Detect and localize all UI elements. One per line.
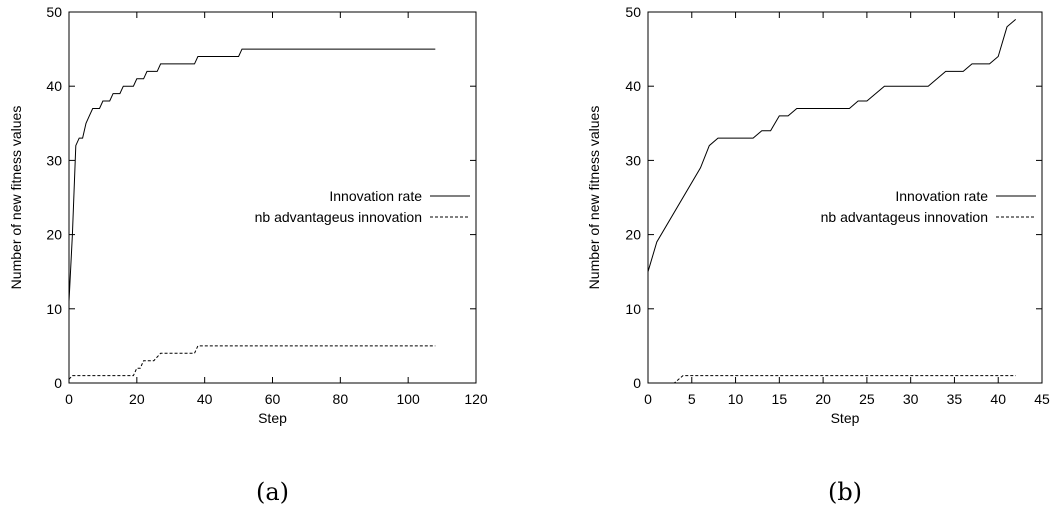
data-line xyxy=(68,345,436,380)
x-tick-label: 35 xyxy=(947,391,963,407)
y-tick-label: 0 xyxy=(633,375,641,391)
x-tick-label: 100 xyxy=(396,391,420,407)
data-line xyxy=(647,19,1017,272)
legend-label: nb advantageus innovation xyxy=(255,209,422,225)
y-axis-label: Number of new fitness values xyxy=(8,106,24,290)
y-tick-label: 20 xyxy=(625,227,641,243)
x-tick-label: 10 xyxy=(728,391,744,407)
x-tick-label: 5 xyxy=(688,391,696,407)
x-tick-label: 0 xyxy=(65,391,73,407)
y-tick-label: 30 xyxy=(46,152,62,168)
x-tick-label: 40 xyxy=(197,391,213,407)
x-tick-label: 40 xyxy=(990,391,1006,407)
x-tick-label: 25 xyxy=(859,391,875,407)
x-tick-label: 15 xyxy=(772,391,788,407)
legend-label: Innovation rate xyxy=(895,188,988,204)
plot-frame xyxy=(647,11,1043,384)
legend-label: nb advantageus innovation xyxy=(821,209,988,225)
x-tick-label: 120 xyxy=(464,391,488,407)
y-tick-label: 30 xyxy=(625,152,641,168)
x-axis-label: Step xyxy=(831,410,860,426)
x-tick-label: 30 xyxy=(903,391,919,407)
data-line xyxy=(648,375,1016,384)
y-tick-label: 0 xyxy=(54,375,62,391)
x-tick-label: 20 xyxy=(129,391,145,407)
x-tick-label: 20 xyxy=(815,391,831,407)
x-tick-label: 0 xyxy=(644,391,652,407)
x-tick-label: 80 xyxy=(333,391,349,407)
x-axis-label: Step xyxy=(258,410,287,426)
y-tick-label: 50 xyxy=(625,4,641,20)
caption: (a) xyxy=(256,478,289,506)
data-line xyxy=(68,48,436,302)
y-tick-label: 40 xyxy=(625,78,641,94)
y-tick-label: 40 xyxy=(46,78,62,94)
x-tick-label: 60 xyxy=(265,391,281,407)
caption: (b) xyxy=(828,478,862,506)
legend-label: Innovation rate xyxy=(329,188,422,204)
y-tick-label: 50 xyxy=(46,4,62,20)
y-axis-label: Number of new fitness values xyxy=(586,106,602,290)
y-tick-label: 10 xyxy=(625,301,641,317)
x-tick-label: 45 xyxy=(1034,391,1050,407)
y-tick-label: 20 xyxy=(46,227,62,243)
y-tick-label: 10 xyxy=(46,301,62,317)
